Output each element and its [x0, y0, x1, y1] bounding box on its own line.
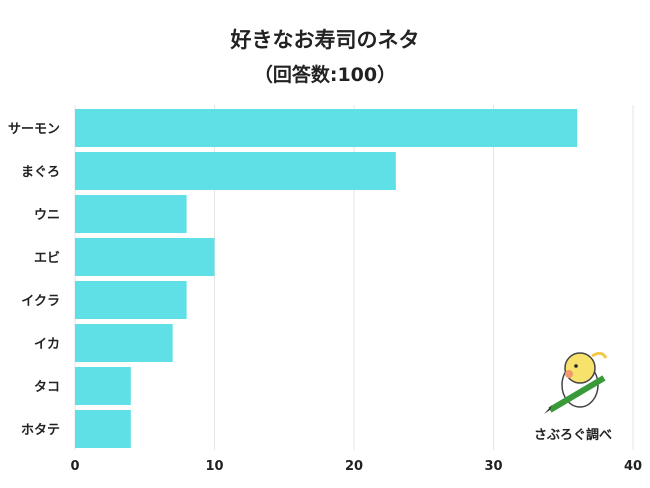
- x-tick-label: 10: [205, 459, 223, 474]
- category-label: サーモン: [8, 122, 60, 137]
- category-label: イカ: [34, 337, 60, 352]
- bar: [75, 281, 187, 319]
- bar: [75, 324, 173, 362]
- x-tick-label: 30: [484, 459, 502, 474]
- x-tick-label: 0: [70, 459, 79, 474]
- bar: [75, 238, 215, 276]
- category-label: タコ: [34, 380, 60, 395]
- bar: [75, 367, 131, 405]
- chart-title: 好きなお寿司のネタ: [230, 28, 420, 52]
- x-tick-label: 40: [624, 459, 642, 474]
- bar: [75, 195, 187, 233]
- category-label: エビ: [34, 250, 60, 266]
- bar: [75, 152, 396, 190]
- category-label: ホタテ: [21, 423, 60, 438]
- bar: [75, 410, 131, 448]
- x-tick-label: 20: [345, 459, 363, 474]
- category-label: イクラ: [21, 294, 60, 309]
- logo-text: さぶろぐ調べ: [534, 428, 613, 443]
- bar: [75, 109, 578, 147]
- chart-subtitle: （回答数:100）: [253, 64, 397, 86]
- category-label: ウニ: [34, 208, 60, 223]
- category-label: まぐろ: [21, 165, 60, 180]
